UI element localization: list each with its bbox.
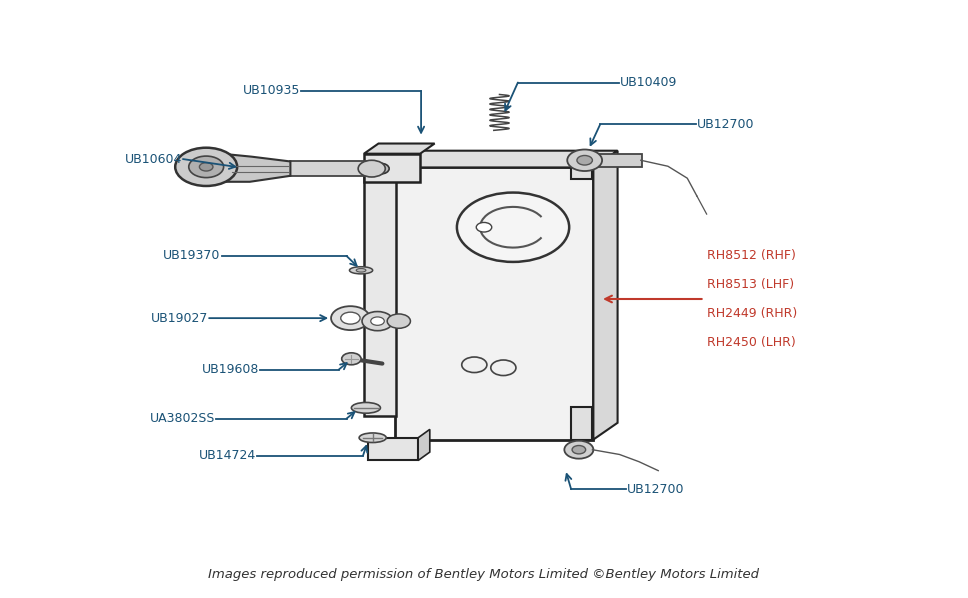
Text: RH8512 (RHF): RH8512 (RHF) xyxy=(707,249,796,263)
Text: UB19608: UB19608 xyxy=(202,363,259,376)
Circle shape xyxy=(199,163,213,171)
Ellipse shape xyxy=(351,402,380,413)
Circle shape xyxy=(371,317,384,325)
Text: UB12700: UB12700 xyxy=(627,483,684,496)
Polygon shape xyxy=(418,429,430,460)
Polygon shape xyxy=(364,144,435,154)
Circle shape xyxy=(476,222,492,232)
Bar xyxy=(368,438,418,460)
Polygon shape xyxy=(211,154,290,182)
Ellipse shape xyxy=(356,269,366,272)
Circle shape xyxy=(564,441,593,459)
Circle shape xyxy=(341,312,360,324)
Circle shape xyxy=(175,148,237,186)
Circle shape xyxy=(462,357,487,373)
Text: UB19370: UB19370 xyxy=(164,249,221,263)
Ellipse shape xyxy=(349,267,373,274)
Bar xyxy=(571,407,592,440)
Circle shape xyxy=(342,353,361,365)
Polygon shape xyxy=(395,151,618,167)
Bar xyxy=(589,154,642,167)
Circle shape xyxy=(358,160,385,177)
Text: UB12700: UB12700 xyxy=(697,118,754,131)
Bar xyxy=(571,166,592,179)
Circle shape xyxy=(362,312,393,331)
Ellipse shape xyxy=(359,433,386,443)
Circle shape xyxy=(567,150,602,171)
Circle shape xyxy=(491,360,516,376)
Polygon shape xyxy=(593,151,618,440)
Text: UB10409: UB10409 xyxy=(620,76,677,89)
Text: UA3802SS: UA3802SS xyxy=(149,412,215,425)
Text: UB14724: UB14724 xyxy=(199,449,257,462)
Text: RH8513 (LHF): RH8513 (LHF) xyxy=(707,278,794,291)
Text: RH2450 (LHR): RH2450 (LHR) xyxy=(707,335,796,349)
Bar xyxy=(290,161,366,176)
Bar xyxy=(364,154,420,182)
Text: UB10604: UB10604 xyxy=(125,152,182,166)
Circle shape xyxy=(577,155,592,165)
Text: RH2449 (RHR): RH2449 (RHR) xyxy=(707,307,797,320)
Text: UB19027: UB19027 xyxy=(151,312,208,325)
Circle shape xyxy=(387,314,410,328)
Circle shape xyxy=(572,446,586,454)
Circle shape xyxy=(331,306,370,330)
Bar xyxy=(395,167,593,440)
Circle shape xyxy=(457,193,569,262)
Text: Images reproduced permission of Bentley Motors Limited ©Bentley Motors Limited: Images reproduced permission of Bentley … xyxy=(208,568,760,581)
Bar xyxy=(364,167,396,416)
Text: UB10935: UB10935 xyxy=(243,84,300,97)
Circle shape xyxy=(372,163,389,174)
Circle shape xyxy=(189,156,224,178)
